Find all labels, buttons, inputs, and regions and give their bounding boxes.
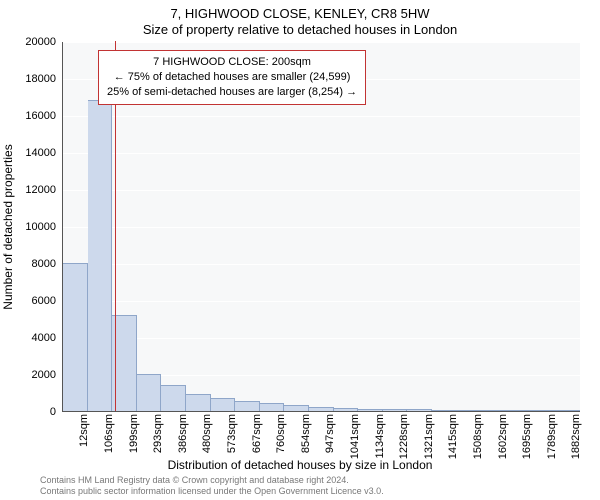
x-axis-label: Distribution of detached houses by size … — [0, 458, 600, 472]
histogram-bar — [161, 385, 186, 411]
xtick-label: 1321sqm — [423, 414, 435, 459]
ytick-label: 8000 — [32, 258, 56, 270]
histogram-bar — [481, 410, 506, 411]
annotation-box: 7 HIGHWOOD CLOSE: 200sqm← 75% of detache… — [98, 50, 366, 105]
histogram-bar — [88, 100, 113, 411]
ytick-label: 6000 — [32, 295, 56, 307]
histogram-chart: 7, HIGHWOOD CLOSE, KENLEY, CR8 5HW Size … — [0, 0, 600, 500]
xtick-label: 480sqm — [201, 414, 213, 453]
ytick-label: 20000 — [25, 36, 56, 48]
xtick-label: 293sqm — [152, 414, 164, 453]
ytick-label: 4000 — [32, 332, 56, 344]
ytick-label: 18000 — [25, 73, 56, 85]
xtick-label: 1508sqm — [472, 414, 484, 459]
histogram-bar — [137, 374, 162, 411]
attribution-line2: Contains public sector information licen… — [40, 486, 384, 497]
xtick-label: 1882sqm — [570, 414, 582, 459]
xtick-label: 1134sqm — [374, 414, 386, 458]
xtick-label: 667sqm — [251, 414, 263, 453]
xtick-label: 1228sqm — [398, 414, 410, 459]
ytick-label: 0 — [50, 406, 56, 418]
xtick-label: 854sqm — [300, 414, 312, 453]
histogram-bar — [407, 409, 432, 411]
attribution-text: Contains HM Land Registry data © Crown c… — [40, 475, 384, 497]
annotation-line: ← 75% of detached houses are smaller (24… — [107, 70, 357, 85]
xtick-label: 106sqm — [103, 414, 115, 453]
histogram-bar — [530, 410, 555, 411]
ytick-label: 16000 — [25, 110, 56, 122]
xtick-label: 573sqm — [226, 414, 238, 453]
ytick-label: 2000 — [32, 369, 56, 381]
histogram-bar — [211, 398, 236, 411]
gridline — [63, 153, 580, 154]
xtick-label: 947sqm — [324, 414, 336, 453]
xtick-label: 386sqm — [177, 414, 189, 453]
chart-title-line1: 7, HIGHWOOD CLOSE, KENLEY, CR8 5HW — [0, 6, 600, 21]
gridline — [63, 227, 580, 228]
xtick-label: 12sqm — [78, 414, 90, 447]
gridline — [63, 301, 580, 302]
histogram-bar — [309, 407, 334, 411]
histogram-bar — [506, 410, 531, 411]
histogram-bar — [334, 408, 359, 411]
gridline — [63, 42, 580, 43]
annotation-line: 7 HIGHWOOD CLOSE: 200sqm — [107, 55, 357, 70]
xtick-label: 1041sqm — [349, 414, 361, 459]
gridline — [63, 338, 580, 339]
gridline — [63, 116, 580, 117]
gridline — [63, 264, 580, 265]
histogram-bar — [358, 409, 383, 411]
histogram-bar — [235, 401, 260, 411]
xtick-label: 1602sqm — [497, 414, 509, 459]
ytick-label: 14000 — [25, 147, 56, 159]
xtick-label: 1789sqm — [546, 414, 558, 459]
histogram-bar — [457, 410, 482, 411]
histogram-bar — [383, 409, 408, 411]
gridline — [63, 190, 580, 191]
histogram-bar — [186, 394, 211, 411]
ytick-label: 12000 — [25, 184, 56, 196]
xtick-label: 199sqm — [128, 414, 140, 453]
histogram-bar — [63, 263, 88, 411]
histogram-bar — [260, 403, 285, 411]
histogram-bar — [555, 410, 580, 411]
xtick-label: 1415sqm — [447, 414, 459, 459]
annotation-line: 25% of semi-detached houses are larger (… — [107, 85, 357, 100]
y-axis-label: Number of detached properties — [1, 144, 15, 309]
histogram-bar — [432, 410, 457, 411]
ytick-label: 10000 — [25, 221, 56, 233]
attribution-line1: Contains HM Land Registry data © Crown c… — [40, 475, 384, 486]
histogram-bar — [284, 405, 309, 411]
chart-title-line2: Size of property relative to detached ho… — [0, 22, 600, 37]
xtick-label: 1695sqm — [521, 414, 533, 459]
xtick-label: 760sqm — [275, 414, 287, 453]
